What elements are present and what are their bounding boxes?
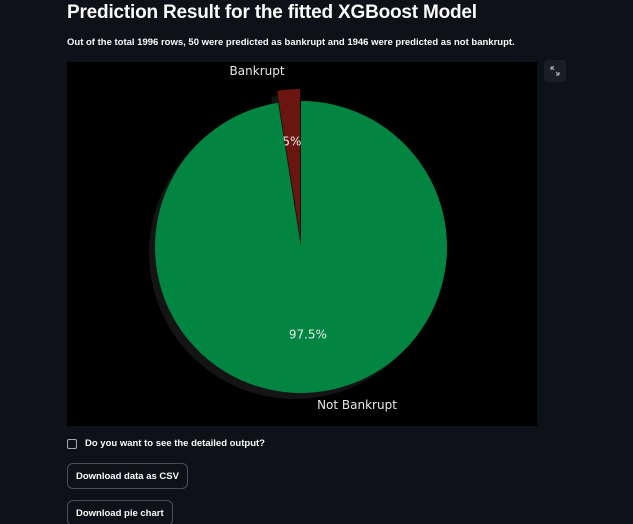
prediction-summary: Out of the total 1996 rows, 50 were pred…: [67, 37, 515, 48]
pie-category-label-bankrupt: Bankrupt: [230, 64, 285, 78]
pie-slice-bankrupt: [277, 89, 301, 236]
fullscreen-button[interactable]: [544, 60, 566, 82]
checkbox-box[interactable]: [67, 438, 77, 449]
checkbox-label: Do you want to see the detailed output?: [85, 438, 265, 449]
pie-category-label-not-bankrupt: Not Bankrupt: [317, 398, 397, 412]
pie-pct-label-not-bankrupt: 97.5%: [289, 327, 327, 341]
page-title: Prediction Result for the fitted XGBoost…: [67, 2, 477, 23]
pie-slice-not-bankrupt: [155, 101, 448, 393]
detailed-output-checkbox[interactable]: Do you want to see the detailed output?: [67, 438, 265, 449]
download-pie-chart-button[interactable]: Download pie chart: [67, 500, 173, 524]
download-csv-button[interactable]: Download data as CSV: [67, 463, 188, 489]
expand-icon: [550, 66, 560, 76]
pie-chart-container: 2.5% 97.5% Bankrupt Not Bankrupt: [67, 62, 537, 426]
